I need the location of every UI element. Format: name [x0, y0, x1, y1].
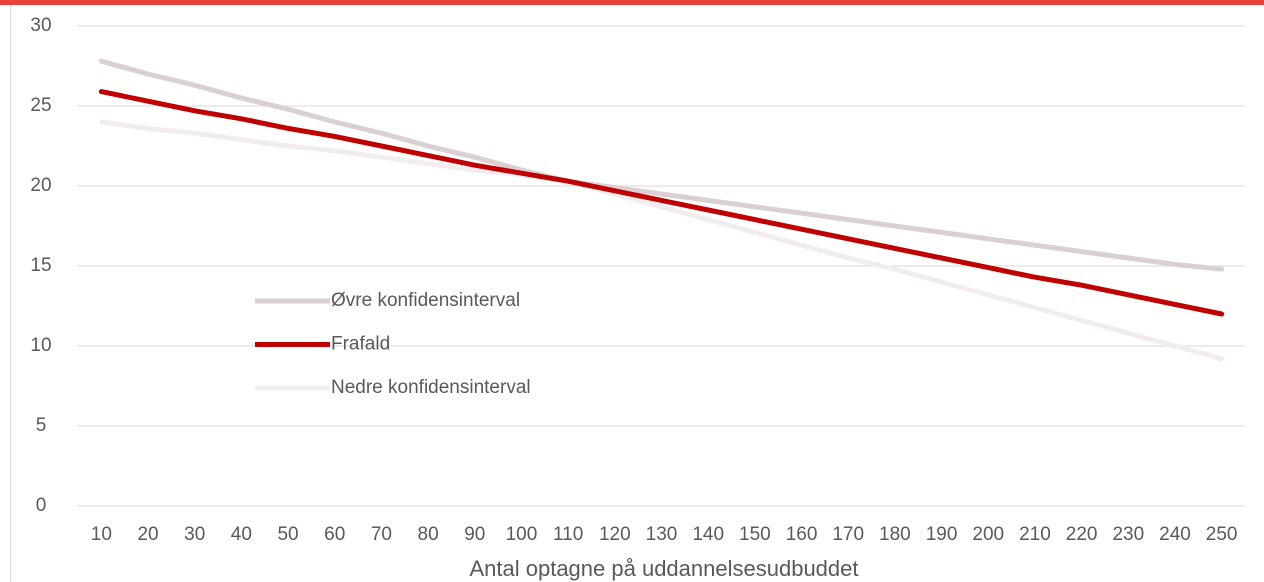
x-tick-label: 150	[739, 524, 771, 545]
x-tick-label: 110	[553, 524, 583, 545]
x-tick-label: 50	[277, 524, 298, 545]
y-tick-label: 20	[30, 175, 51, 196]
x-tick-label: 250	[1206, 524, 1238, 545]
y-tick-label: 30	[30, 15, 51, 36]
x-tick-label: 190	[926, 524, 958, 545]
series-line	[98, 89, 1225, 317]
x-tick-label: 80	[418, 524, 439, 545]
x-tick-label: 70	[371, 524, 392, 545]
x-axis-title: Antal optagne på uddannelsesudbuddet	[469, 556, 858, 581]
x-tick-label: 130	[646, 524, 678, 545]
x-tick-label: 20	[137, 524, 158, 545]
legend-label: Nedre konfidensinterval	[331, 377, 531, 398]
x-tick-label: 90	[464, 524, 485, 545]
x-tick-label: 100	[506, 524, 538, 545]
x-tick-label: 240	[1159, 524, 1191, 545]
x-tick-label: 30	[184, 524, 205, 545]
series-line	[98, 58, 1225, 272]
x-tick-label: 10	[91, 524, 112, 545]
y-tick-label: 10	[30, 335, 51, 356]
legend-label: Frafald	[331, 334, 390, 355]
x-tick-label: 60	[324, 524, 345, 545]
y-tick-label: 5	[36, 415, 47, 436]
x-tick-label: 160	[786, 524, 818, 545]
y-tick-label: 0	[36, 495, 47, 516]
y-tick-label: 25	[30, 95, 51, 116]
x-tick-label: 200	[972, 524, 1004, 545]
series-line	[98, 119, 1225, 362]
x-tick-label: 230	[1112, 524, 1144, 545]
x-tick-label: 140	[692, 524, 724, 545]
legend-label: Øvre konfidensinterval	[331, 290, 520, 311]
x-tick-label: 120	[599, 524, 631, 545]
top-bar	[0, 0, 1264, 5]
x-tick-label: 40	[231, 524, 252, 545]
y-tick-label: 15	[30, 255, 51, 276]
x-tick-label: 220	[1066, 524, 1098, 545]
x-tick-label: 180	[879, 524, 911, 545]
x-tick-label: 170	[832, 524, 864, 545]
x-tick-label: 210	[1019, 524, 1051, 545]
